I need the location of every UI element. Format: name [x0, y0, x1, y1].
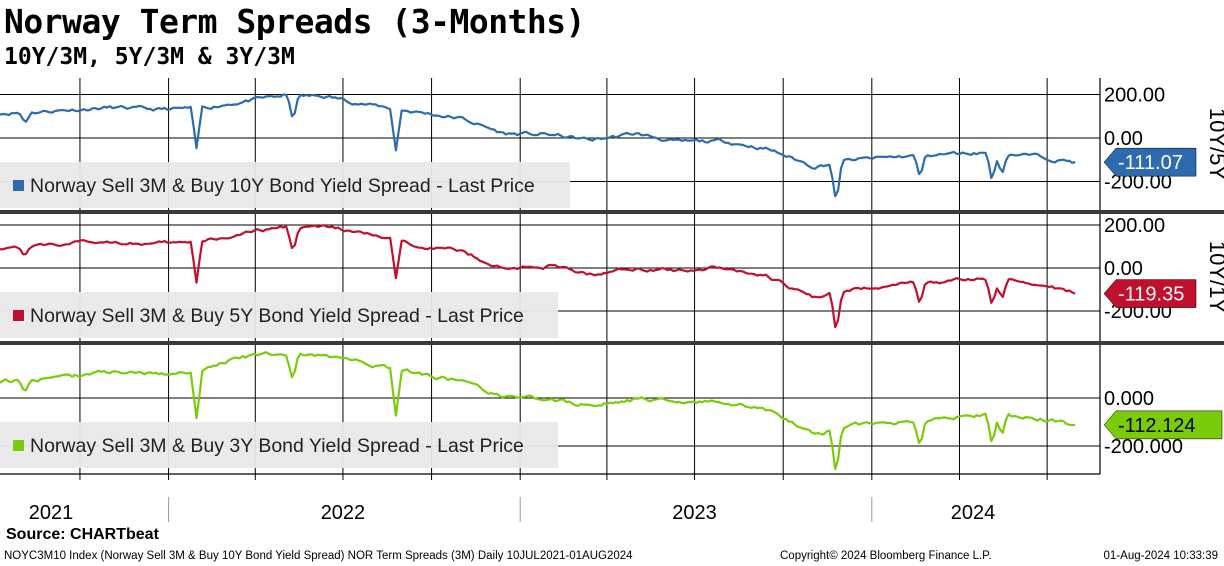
source-label: Source: CHARTbeat — [6, 526, 159, 543]
legend-box — [0, 422, 558, 468]
legend-swatch — [13, 440, 24, 451]
x-tick-label: 2023 — [672, 502, 717, 524]
y-tick-label: 0.000 — [1104, 388, 1154, 410]
legend-label: Norway Sell 3M & Buy 3Y Bond Yield Sprea… — [30, 435, 524, 457]
last-price-value: -111.07 — [1118, 152, 1183, 174]
chart-subtitle: 10Y/3M, 5Y/3M & 3Y/3M — [4, 44, 295, 70]
series-line — [0, 93, 1076, 198]
legend-label: Norway Sell 3M & Buy 5Y Bond Yield Sprea… — [30, 305, 524, 327]
y-tick-label: -200.000 — [1104, 436, 1183, 458]
panel-3: 0.000 -200.000 Norway Sell 3M & Buy 3Y Bon… — [0, 344, 1223, 474]
last-price-tag — [1103, 147, 1197, 177]
panel-1: 200.00 0.00 -200.00 10Y/5Y Norway Sell 3M & … — [0, 78, 1224, 210]
last-price-tag — [1103, 410, 1223, 440]
legend-box — [0, 292, 558, 338]
legend-swatch — [13, 180, 24, 191]
legend-box — [0, 162, 570, 208]
x-tick-label: 2022 — [321, 502, 366, 524]
y-tick-label: 0.00 — [1104, 128, 1143, 150]
y-tick-label: 200.00 — [1104, 215, 1165, 237]
x-tick-label: 2024 — [951, 502, 996, 524]
x-tick-label: 2021 — [29, 502, 74, 524]
legend-label: Norway Sell 3M & Buy 10Y Bond Yield Spre… — [30, 175, 535, 197]
series-line — [0, 351, 1076, 471]
legend-swatch — [13, 310, 24, 321]
side-label: 10Y/1Y — [1205, 241, 1224, 313]
panel-separator — [0, 341, 1224, 345]
footer-copyright: Copyright© 2024 Bloomberg Finance L.P. — [780, 550, 992, 562]
last-price-value: -119.35 — [1118, 284, 1184, 306]
chart-title: Norway Term Spreads (3-Months) — [4, 2, 586, 41]
last-price-value: -112.124 — [1118, 415, 1195, 437]
last-price-tag — [1103, 279, 1197, 308]
y-tick-label: 200.00 — [1104, 85, 1165, 107]
y-tick-label: 0.00 — [1104, 258, 1143, 280]
side-label: 10Y/5Y — [1205, 108, 1224, 180]
footer-index-info: NOYC3M10 Index (Norway Sell 3M & Buy 10Y… — [4, 550, 633, 562]
series-line — [0, 224, 1076, 329]
y-tick-label: -200.00 — [1104, 172, 1172, 194]
footer-timestamp: 01-Aug-2024 10:33:39 — [1103, 550, 1218, 562]
panel-separator — [0, 210, 1224, 214]
